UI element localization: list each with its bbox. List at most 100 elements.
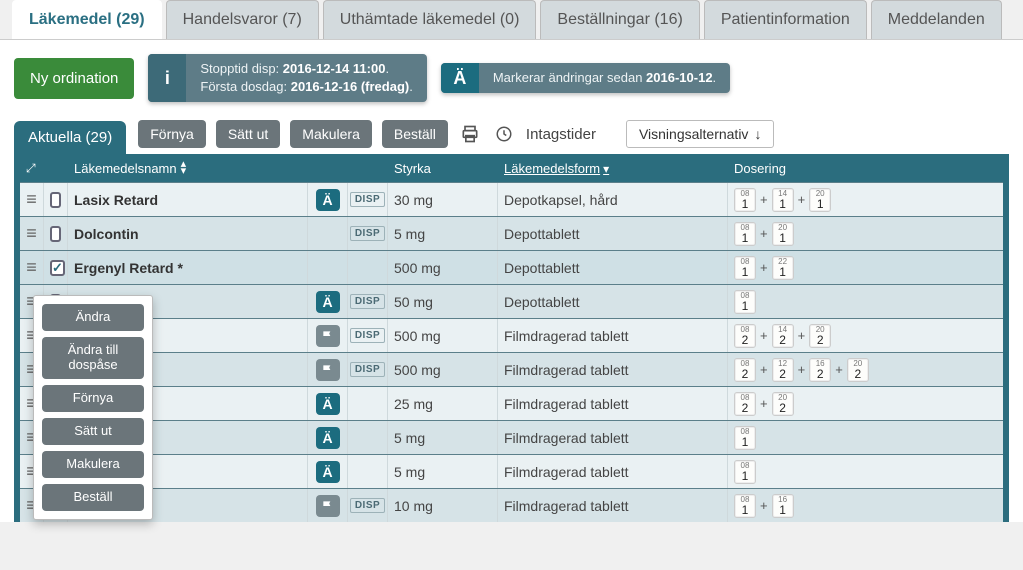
strength-column-header[interactable]: Styrka — [388, 159, 498, 178]
cancel-button[interactable]: Makulera — [290, 120, 372, 148]
table-row[interactable]: ≡Ä25 mgFilmdragerad tablett082+202 — [20, 386, 1003, 420]
new-ordination-button[interactable]: Ny ordination — [14, 58, 134, 99]
dose-pill: 202 — [772, 392, 794, 416]
tab-2[interactable]: Uthämtade läkemedel (0) — [323, 0, 537, 39]
plus-separator: + — [798, 192, 806, 207]
tab-3[interactable]: Beställningar (16) — [540, 0, 699, 39]
table-row[interactable]: ≡Lasix RetardÄDISP30 mgDepotkapsel, hård… — [20, 182, 1003, 216]
plus-separator: + — [835, 362, 843, 377]
plus-separator: + — [760, 328, 768, 343]
plus-separator: + — [760, 192, 768, 207]
disp-cell: DISP — [348, 353, 388, 386]
drag-handle-icon[interactable]: ≡ — [20, 183, 44, 216]
info-line2-bold: 2016-12-16 (fredag) — [291, 79, 410, 94]
dose-pill: 082 — [734, 392, 756, 416]
tab-5[interactable]: Meddelanden — [871, 0, 1002, 39]
table-row[interactable]: ≡SarotenDISP10 mgFilmdragerad tablett081… — [20, 488, 1003, 522]
row-checkbox[interactable] — [50, 260, 65, 276]
plus-separator: + — [760, 362, 768, 377]
expand-column-header[interactable]: ⤢ — [20, 158, 44, 178]
context-menu-item-0[interactable]: Ändra — [42, 304, 144, 331]
changes-text-pre: Markerar ändringar sedan — [493, 70, 646, 85]
chevron-down-icon: ↓ — [754, 126, 761, 142]
subtab-count: 29 — [91, 129, 108, 146]
dose-pill: 141 — [772, 188, 794, 212]
disp-cell — [348, 251, 388, 284]
form-column-header[interactable]: Läkemedelsform — [498, 159, 728, 178]
medication-name: Dolcontin — [68, 217, 308, 250]
plus-separator: + — [798, 328, 806, 343]
change-badge-cell: Ä — [308, 455, 348, 488]
table-row[interactable]: ≡DolcontinDISP5 mgDepottablett081+201 — [20, 216, 1003, 250]
table-row[interactable]: ≡DISP500 mgFilmdragerad tablett082+122+1… — [20, 352, 1003, 386]
dose-pill: 201 — [809, 188, 831, 212]
dosage-cell: 081 — [728, 285, 988, 318]
dose-pill: 082 — [734, 358, 756, 382]
disp-cell: DISP — [348, 285, 388, 318]
context-menu-item-1[interactable]: Ändra till dospåse — [42, 337, 144, 379]
intake-times-label[interactable]: Intagstider — [526, 126, 596, 143]
row-checkbox-cell[interactable] — [44, 251, 68, 284]
row-checkbox[interactable] — [50, 192, 61, 208]
disp-cell: DISP — [348, 217, 388, 250]
context-menu-item-4[interactable]: Makulera — [42, 451, 144, 478]
disp-badge: DISP — [350, 226, 385, 241]
plus-separator: + — [760, 226, 768, 241]
dose-pill: 081 — [734, 256, 756, 280]
disp-badge: DISP — [350, 192, 385, 207]
disp-badge: DISP — [350, 498, 385, 513]
change-badge-cell — [308, 319, 348, 352]
tab-1[interactable]: Handelsvaror (7) — [166, 0, 319, 39]
disp-badge: DISP — [350, 328, 385, 343]
dose-pill: 202 — [847, 358, 869, 382]
changes-info-pill: Ä Markerar ändringar sedan 2016-10-12. — [441, 63, 730, 93]
print-icon[interactable] — [458, 122, 482, 146]
strength-cell: 500 mg — [388, 251, 498, 284]
changes-text-bold: 2016-10-12 — [646, 70, 713, 85]
table-row[interactable]: ≡Ä5 mgFilmdragerad tablett081 — [20, 420, 1003, 454]
context-menu-item-2[interactable]: Förnya — [42, 385, 144, 412]
drag-handle-icon[interactable]: ≡ — [20, 217, 44, 250]
table-row[interactable]: ≡Ergenyl Retard *500 mgDepottablett081+2… — [20, 250, 1003, 284]
tab-4[interactable]: Patientinformation — [704, 0, 867, 39]
table-row[interactable]: ≡olÄDISP50 mgDepottablett081 — [20, 284, 1003, 318]
change-badge-cell: Ä — [308, 183, 348, 216]
row-checkbox-cell[interactable] — [44, 183, 68, 216]
dose-pill: 201 — [772, 222, 794, 246]
change-badge-cell — [308, 217, 348, 250]
form-cell: Depottablett — [498, 251, 728, 284]
table-row[interactable]: ≡lÄ5 mgFilmdragerad tablett081 — [20, 454, 1003, 488]
dosage-column-header[interactable]: Dosering — [728, 159, 988, 178]
change-badge-cell — [308, 251, 348, 284]
change-badge-cell — [308, 489, 348, 522]
order-button[interactable]: Beställ — [382, 120, 448, 148]
dosage-cell: 082+142+202 — [728, 319, 988, 352]
change-badge-cell — [308, 353, 348, 386]
strength-cell: 5 mg — [388, 455, 498, 488]
row-checkbox[interactable] — [50, 226, 61, 242]
drag-handle-icon[interactable]: ≡ — [20, 251, 44, 284]
form-cell: Filmdragerad tablett — [498, 421, 728, 454]
context-menu-item-3[interactable]: Sätt ut — [42, 418, 144, 445]
subtab-current[interactable]: Aktuella (29) — [14, 121, 126, 154]
name-column-header[interactable]: Läkemedelsnamn ▴▾ — [68, 159, 308, 178]
row-context-menu: Ändra Ändra till dospåse Förnya Sätt ut Maku… — [33, 295, 153, 520]
clock-icon[interactable] — [492, 122, 516, 146]
change-badge-cell: Ä — [308, 285, 348, 318]
table-row[interactable]: ≡DISP500 mgFilmdragerad tablett082+142+2… — [20, 318, 1003, 352]
context-menu-item-5[interactable]: Beställ — [42, 484, 144, 511]
flag-icon — [316, 359, 340, 381]
plus-separator: + — [760, 260, 768, 275]
main-tabs: Läkemedel (29)Handelsvaror (7)Uthämtade … — [0, 0, 1023, 39]
discontinue-button[interactable]: Sätt ut — [216, 120, 280, 148]
strength-cell: 500 mg — [388, 353, 498, 386]
renew-button[interactable]: Förnya — [138, 120, 206, 148]
strength-cell: 30 mg — [388, 183, 498, 216]
form-cell: Filmdragerad tablett — [498, 489, 728, 522]
view-options-button[interactable]: Visningsalternativ ↓ — [626, 120, 774, 148]
dose-pill: 122 — [772, 358, 794, 382]
tab-0[interactable]: Läkemedel (29) — [12, 0, 162, 39]
dose-pill: 081 — [734, 188, 756, 212]
dosage-cell: 081+201 — [728, 217, 988, 250]
row-checkbox-cell[interactable] — [44, 217, 68, 250]
